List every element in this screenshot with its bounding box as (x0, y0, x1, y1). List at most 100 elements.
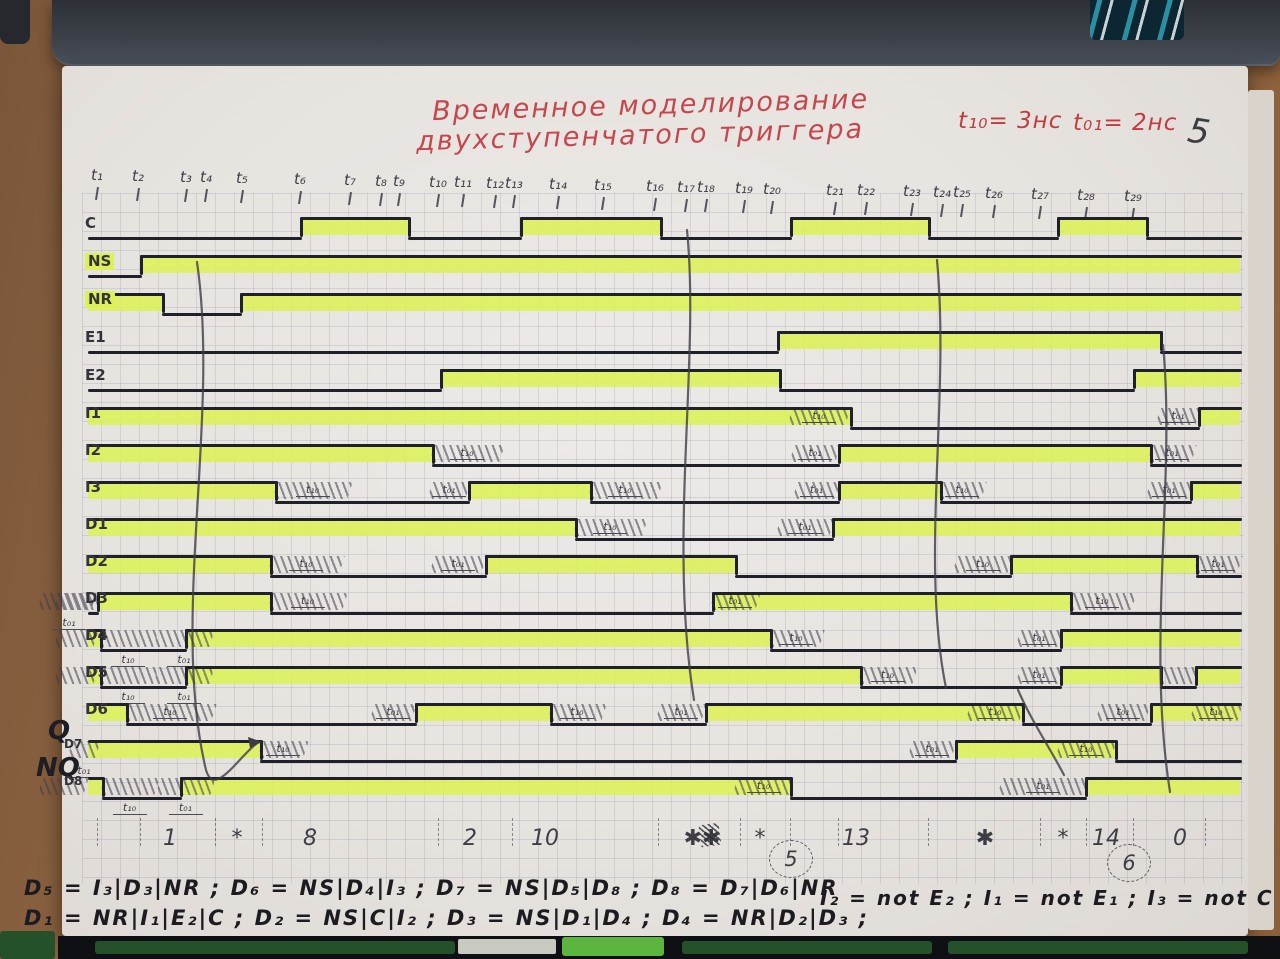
waveform-edge (1190, 481, 1193, 501)
delay-label: t₁₀ (779, 632, 813, 645)
segment-separator (215, 818, 216, 846)
waveform-line (88, 740, 262, 743)
delay-label: t₁₀ (450, 447, 484, 460)
waveform-line (550, 723, 707, 726)
waveform-line (1198, 407, 1242, 410)
waveform-line (1010, 555, 1198, 558)
waveform-edge (1195, 666, 1198, 686)
delay-label: t₁₀ (593, 521, 627, 534)
time-label-t₂₀: t₂₀ (763, 179, 781, 198)
waveform-line (185, 629, 772, 632)
segment-separator (262, 818, 263, 846)
waveform-line (240, 293, 1242, 296)
equation-line-1: D₅ = I₃|D₃|NR ; D₆ = NS|D₄|I₃ ; D₇ = NS|… (24, 876, 839, 900)
delay-label: t₀₁ (52, 617, 86, 630)
segment-separator (438, 818, 439, 846)
waveform-edge (850, 407, 853, 427)
time-label-t₁₄: t₁₄ (549, 175, 567, 194)
laptop-sticker (1090, 0, 1184, 40)
segment-separator (1205, 818, 1206, 846)
waveform-edge (735, 555, 738, 575)
waveform-edge (102, 777, 105, 797)
high-segment-highlight (88, 706, 126, 721)
high-segment-highlight (520, 220, 660, 235)
time-label-t₁₇: t₁₇ (677, 177, 695, 196)
waveform-line (735, 575, 1012, 578)
waveform-line (777, 331, 1162, 334)
signal-label-I2: I2 (85, 441, 102, 459)
signal-label-NR: NR (85, 291, 116, 308)
green-object-bright (562, 937, 664, 956)
crossed-out-scribble (698, 822, 722, 848)
waveform-edge (485, 555, 488, 575)
time-label-t₁₉: t₁₉ (735, 178, 753, 197)
waveform-edge (860, 666, 863, 686)
waveform-line (770, 649, 1062, 652)
delay-label: t₀₁ (441, 558, 475, 571)
high-segment-highlight (240, 296, 1240, 311)
delay-label: t₁₀ (289, 558, 323, 571)
waveform-line (1057, 217, 1148, 220)
waveform-line (88, 703, 128, 706)
waveform-edge (1160, 331, 1163, 351)
waveform-edge (1060, 666, 1063, 686)
signal-label-Q: Q (48, 716, 71, 746)
waveform-line (88, 237, 302, 240)
waveform-line (88, 612, 99, 615)
time-label-t₆: t₆ (294, 170, 306, 189)
waveform-line (88, 389, 442, 392)
delay-label: t₀₁ (1161, 410, 1195, 423)
delay-label: t₁₀ (560, 706, 594, 719)
time-label-t₇: t₇ (344, 171, 356, 190)
segment-separator (838, 818, 839, 846)
signal-label-D1: D1 (85, 515, 108, 533)
delay-label: t₀₁ (376, 706, 410, 719)
waveform-edge (408, 217, 411, 237)
waveform-line (185, 666, 862, 669)
waveform-line (1160, 351, 1242, 354)
waveform-line (180, 777, 792, 780)
waveform-line (88, 518, 577, 521)
signal-label-D2: D2 (85, 552, 108, 570)
waveform-edge (777, 331, 780, 351)
delay-label: t₁₀ (746, 780, 781, 793)
signal-label-C: C (85, 214, 97, 232)
green-book-edge-2 (682, 941, 932, 954)
delay-label: t₀₁ (799, 484, 834, 497)
segment-separator (512, 818, 513, 846)
time-label-t₁₆: t₁₆ (646, 177, 664, 196)
waveform-edge (520, 217, 523, 237)
time-label-t₂: t₂ (132, 166, 144, 185)
high-segment-highlight (1190, 484, 1240, 499)
waveform-edge (1198, 407, 1201, 427)
time-label-t₁₀: t₁₀ (429, 172, 447, 191)
waveform-edge (185, 629, 188, 649)
time-label-t₂₁: t₂₁ (826, 180, 844, 199)
waveform-line (432, 464, 840, 467)
waveform-edge (832, 518, 835, 538)
delay-label: t₀₁ (915, 743, 949, 756)
signal-sublabel-D7: D7 (64, 737, 83, 751)
high-segment-highlight (1057, 220, 1146, 235)
waveform-line (705, 703, 1024, 706)
equation-line-2: D₁ = NR|I₁|E₂|C ; D₂ = NS|C|I₂ ; D₃ = NS… (24, 906, 869, 930)
waveform-edge (790, 217, 793, 237)
segment-count-marker: * (231, 826, 243, 851)
desk-object-top-left (0, 0, 30, 44)
time-label-t₁₃: t₁₃ (505, 174, 523, 193)
waveform-edge (790, 777, 793, 797)
waveform-edge (180, 777, 183, 797)
waveform-edge (270, 555, 273, 575)
high-segment-highlight (88, 780, 102, 795)
delay-label: t₀₁ (432, 484, 466, 497)
waveform-edge (300, 217, 303, 237)
waveform-edge (928, 217, 931, 237)
delay-label: t₁₀ (802, 410, 836, 423)
waveform-edge (1060, 629, 1063, 649)
waveform-edge (1010, 555, 1013, 575)
waveform-edge (100, 629, 103, 649)
delay-label: t₁₀ (978, 706, 1012, 719)
